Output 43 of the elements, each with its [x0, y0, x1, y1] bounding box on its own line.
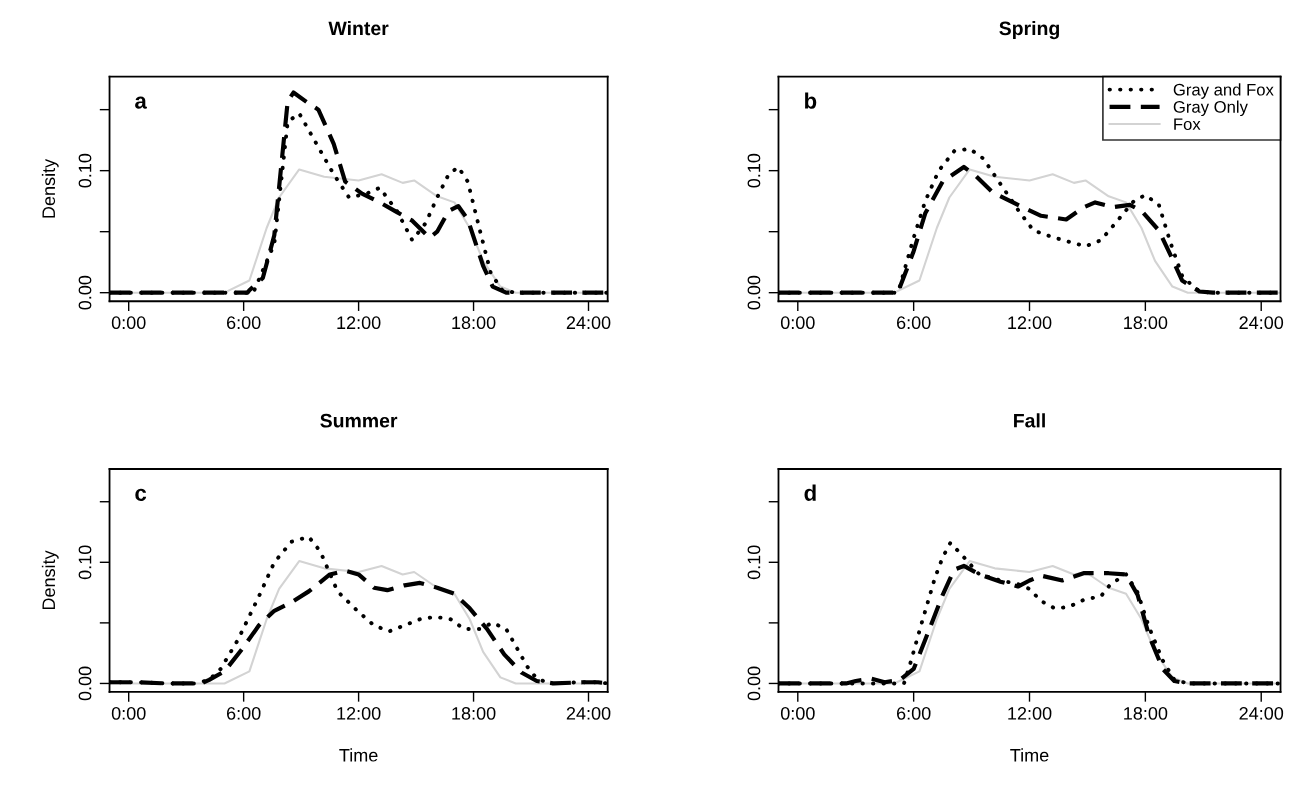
x-tick-label: 0:00	[780, 316, 815, 330]
x-tick-label: 18:00	[1124, 316, 1168, 330]
y-tick-label: 0.00	[747, 275, 761, 310]
legend-label: Gray Only	[1173, 100, 1248, 117]
annotation: c	[135, 488, 147, 501]
x-tick-label: 6:00	[227, 706, 261, 720]
x-tick-label: 24:00	[1239, 706, 1284, 720]
y-tick-label: 0.00	[78, 275, 92, 310]
x-tick-label: 18:00	[452, 316, 496, 330]
y-axis-title: Density	[41, 158, 59, 218]
annotation: b	[805, 92, 817, 109]
y-tick-label: 0.10	[78, 153, 92, 188]
annotation: d	[804, 484, 816, 501]
x-tick-label: 12:00	[1008, 706, 1052, 720]
x-tick-label: 24:00	[1239, 316, 1284, 330]
x-tick-label: 6:00	[227, 316, 261, 330]
x-tick-label: 18:00	[1124, 706, 1168, 720]
x-axis-title: Time	[339, 748, 378, 762]
x-tick-label: 18:00	[452, 706, 496, 720]
x-tick-label: 0:00	[111, 706, 146, 720]
x-tick-label: 6:00	[897, 316, 931, 330]
y-tick-label: 0.10	[747, 153, 761, 188]
x-tick-label: 0:00	[111, 316, 146, 330]
legend-label: Gray and Fox	[1173, 83, 1274, 99]
x-tick-label: 24:00	[566, 316, 611, 330]
y-tick-label: 0.10	[78, 545, 92, 580]
x-tick-label: 6:00	[897, 706, 931, 720]
x-tick-label: 12:00	[337, 706, 381, 720]
y-tick-label: 0.00	[747, 666, 761, 701]
legend-label: Fox	[1174, 118, 1201, 131]
y-tick-label: 0.00	[78, 666, 92, 701]
x-tick-label: 12:00	[1008, 316, 1052, 330]
chart-title: Spring	[999, 20, 1059, 40]
x-tick-label: 12:00	[337, 316, 381, 330]
chart-title: Summer	[320, 413, 398, 428]
x-axis-title: Time	[1010, 748, 1049, 762]
chart-title: Fall	[1014, 413, 1045, 428]
x-tick-label: 0:00	[780, 706, 815, 720]
y-axis-title: Density	[41, 550, 59, 610]
x-tick-label: 24:00	[566, 706, 611, 720]
chart-title: Winter	[328, 20, 389, 36]
annotation: a	[135, 96, 147, 109]
y-tick-label: 0.10	[747, 545, 761, 580]
